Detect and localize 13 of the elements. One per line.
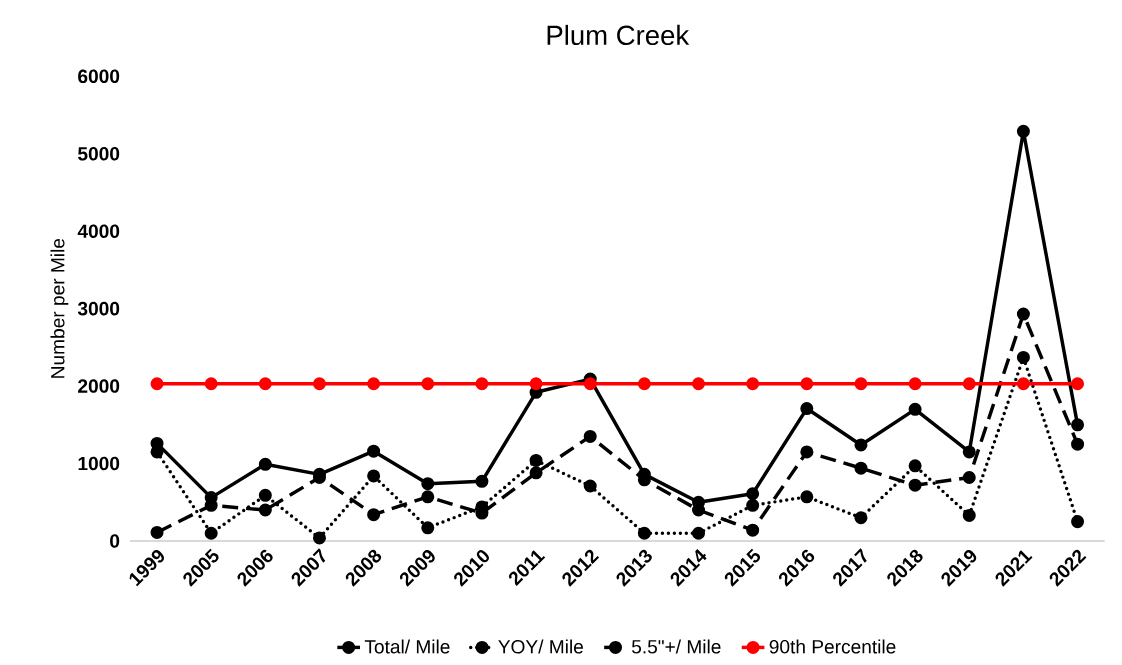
y-tick-label: 5000 — [78, 147, 120, 161]
y-tick-label: 2000 — [78, 379, 120, 393]
legend-label: 5.5"+/ Mile — [631, 639, 721, 654]
y-tick-label: 0 — [110, 534, 120, 548]
legend-label: YOY/ Mile — [498, 639, 583, 654]
y-tick-label: 6000 — [78, 69, 120, 84]
chart-title: Plum Creek — [547, 24, 690, 46]
legend-label: 90th Percentile — [769, 639, 896, 654]
legend-label: Total/ Mile — [364, 639, 450, 654]
y-tick-label: 3000 — [77, 301, 120, 316]
y-axis-title: Number per Mile — [50, 238, 69, 378]
y-tick-label: 4000 — [77, 224, 120, 239]
y-tick-label: 1000 — [78, 456, 120, 471]
